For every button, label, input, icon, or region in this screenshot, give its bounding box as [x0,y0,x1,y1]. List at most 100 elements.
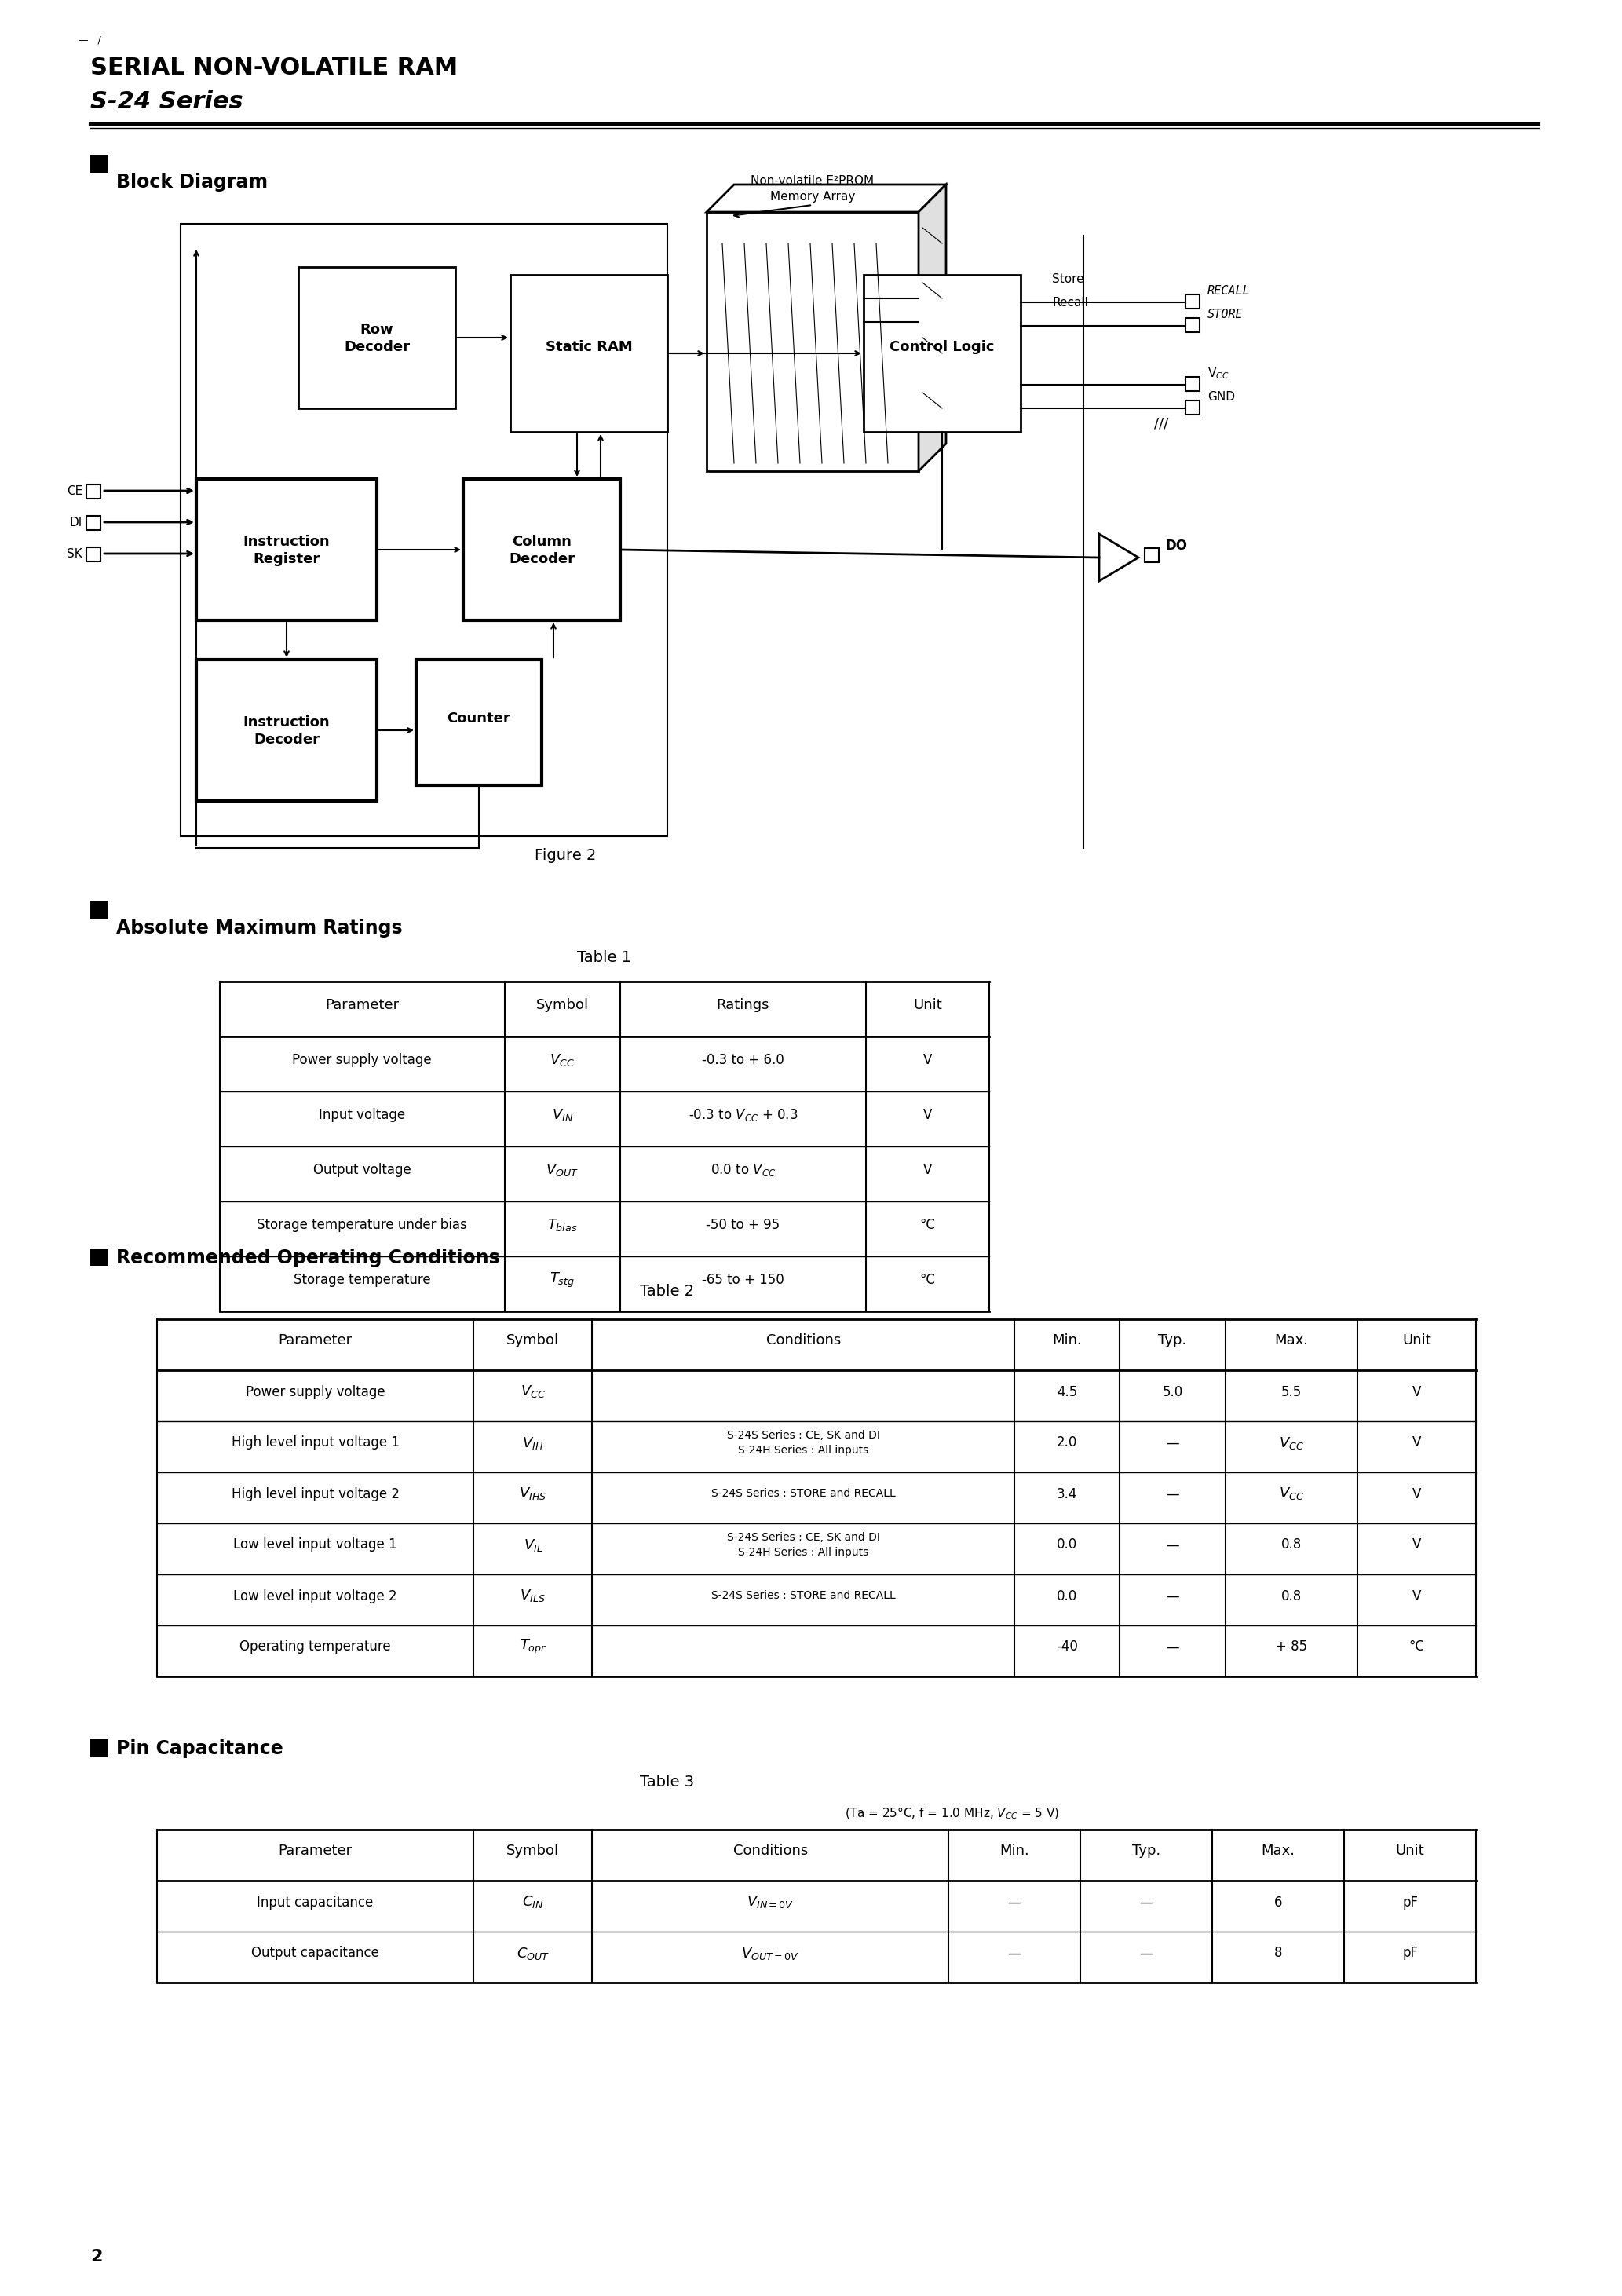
Text: High level input voltage 1: High level input voltage 1 [232,1435,399,1449]
Text: $V_{IN}$: $V_{IN}$ [551,1107,573,1123]
Text: —: — [1166,1639,1179,1653]
Bar [1145,549,1158,563]
Bar [417,659,542,785]
Text: S-24H Series : All inputs: S-24H Series : All inputs [738,1548,868,1559]
Bar [863,276,1020,432]
Text: 2.0: 2.0 [1058,1435,1077,1449]
Text: S-24S Series : STORE and RECALL: S-24S Series : STORE and RECALL [710,1488,895,1499]
Bar [1186,400,1200,416]
Text: -0.3 to $V_{CC}$ + 0.3: -0.3 to $V_{CC}$ + 0.3 [688,1107,798,1123]
Text: Decoder: Decoder [509,551,574,567]
Text: $V_{CC}$: $V_{CC}$ [521,1384,545,1401]
Text: 0.0: 0.0 [1058,1589,1077,1603]
Text: RECALL: RECALL [1207,285,1251,296]
Bar [511,276,667,432]
Text: Unit: Unit [913,999,942,1013]
Text: 0.8: 0.8 [1281,1538,1301,1552]
Bar [707,211,918,471]
Text: Recall: Recall [1053,296,1088,308]
Text: V: V [1413,1435,1421,1449]
Text: Operating temperature: Operating temperature [240,1639,391,1653]
Bar [196,659,376,801]
Text: CE: CE [67,484,83,496]
Text: pF: pF [1401,1894,1418,1910]
Text: —: — [1166,1589,1179,1603]
Text: $C_{IN}$: $C_{IN}$ [522,1894,543,1910]
Text: —: — [1007,1947,1020,1961]
Text: -0.3 to + 6.0: -0.3 to + 6.0 [702,1054,783,1068]
Text: °C: °C [920,1272,936,1288]
Bar [180,223,667,836]
Text: Figure 2: Figure 2 [535,847,595,863]
Bar [298,266,456,409]
Text: Parameter: Parameter [326,999,399,1013]
Text: $V_{IHS}$: $V_{IHS}$ [519,1486,547,1502]
Text: V: V [1413,1384,1421,1398]
Text: $T_{opr}$: $T_{opr}$ [519,1637,547,1655]
Text: Instruction: Instruction [243,716,329,730]
Text: $V_{CC}$: $V_{CC}$ [1278,1435,1304,1451]
Text: Output voltage: Output voltage [313,1162,410,1178]
Bar [86,517,101,530]
Bar [1186,377,1200,390]
Text: Power supply voltage: Power supply voltage [292,1054,431,1068]
Bar [196,480,376,620]
Text: DO: DO [1166,540,1187,553]
Text: Conditions: Conditions [766,1334,840,1348]
Text: Counter: Counter [448,712,511,726]
Text: Parameter: Parameter [279,1334,352,1348]
Bar [1186,294,1200,308]
Text: Memory Array: Memory Array [770,191,855,202]
Bar [91,156,107,172]
Text: Row: Row [360,324,394,338]
Text: DI: DI [70,517,83,528]
Text: Column: Column [513,535,571,549]
Text: Symbol: Symbol [535,999,589,1013]
Bar [91,1740,107,1756]
Text: Recommended Operating Conditions: Recommended Operating Conditions [117,1249,500,1267]
Text: 8: 8 [1273,1947,1283,1961]
Text: Power supply voltage: Power supply voltage [245,1384,384,1398]
Text: —: — [1140,1894,1153,1910]
Text: 0.0: 0.0 [1058,1538,1077,1552]
Text: Table 1: Table 1 [577,951,631,964]
Text: 5.0: 5.0 [1163,1384,1182,1398]
Text: $V_{CC}$: $V_{CC}$ [1278,1486,1304,1502]
Bar [86,484,101,498]
Text: Input voltage: Input voltage [320,1109,406,1123]
Text: Min.: Min. [1053,1334,1082,1348]
Text: °C: °C [1410,1639,1424,1653]
Text: + 85: + 85 [1275,1639,1307,1653]
Text: -50 to + 95: -50 to + 95 [706,1217,780,1233]
Text: 2: 2 [91,2248,102,2264]
Text: GND: GND [1207,390,1234,402]
Text: Static RAM: Static RAM [545,340,633,354]
Text: Output capacitance: Output capacitance [251,1947,380,1961]
Text: Decoder: Decoder [344,340,410,354]
Text: —: — [1140,1947,1153,1961]
Text: $T_{stg}$: $T_{stg}$ [550,1270,574,1288]
Bar [1186,319,1200,333]
Text: 5.5: 5.5 [1281,1384,1301,1398]
Text: Max.: Max. [1262,1844,1294,1857]
Text: Low level input voltage 1: Low level input voltage 1 [234,1538,397,1552]
Text: pF: pF [1401,1947,1418,1961]
Text: Low level input voltage 2: Low level input voltage 2 [234,1589,397,1603]
Text: V$_{CC}$: V$_{CC}$ [1207,365,1229,381]
Text: $V_{ILS}$: $V_{ILS}$ [521,1589,545,1605]
Text: Typ.: Typ. [1158,1334,1187,1348]
Polygon shape [1100,535,1139,581]
Text: V: V [1413,1538,1421,1552]
Text: Min.: Min. [999,1844,1028,1857]
Text: SERIAL NON-VOLATILE RAM: SERIAL NON-VOLATILE RAM [91,57,457,80]
Text: Table 3: Table 3 [641,1775,694,1789]
Text: V: V [923,1109,933,1123]
Text: —: — [1166,1538,1179,1552]
Text: $C_{OUT}$: $C_{OUT}$ [516,1945,550,1961]
Text: Storage temperature under bias: Storage temperature under bias [256,1217,467,1233]
Text: —: — [1007,1894,1020,1910]
Text: S-24S Series : CE, SK and DI: S-24S Series : CE, SK and DI [727,1430,879,1440]
Text: Parameter: Parameter [279,1844,352,1857]
Text: Storage temperature: Storage temperature [294,1272,431,1288]
Text: S-24S Series : STORE and RECALL: S-24S Series : STORE and RECALL [710,1591,895,1603]
